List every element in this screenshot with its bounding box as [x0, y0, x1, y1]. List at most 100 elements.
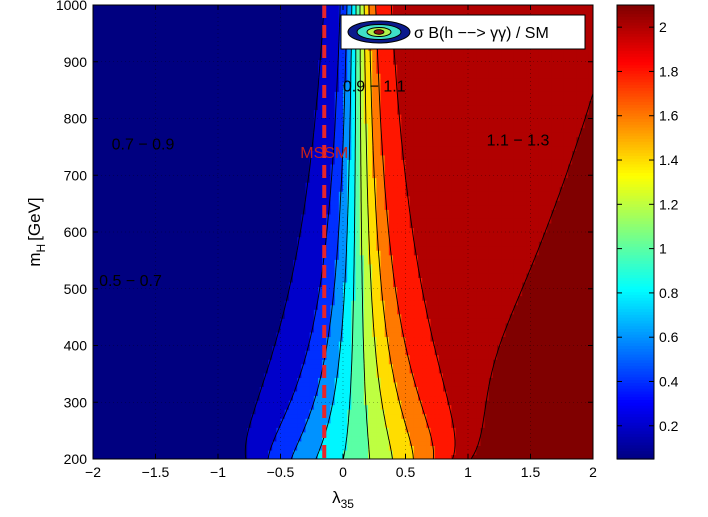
contour-cell [459, 404, 465, 410]
contour-cell [151, 336, 157, 342]
contour-cell [126, 304, 132, 310]
contour-cell [526, 363, 532, 369]
contour-cell [180, 418, 186, 424]
contour-cell [226, 445, 232, 451]
contour-cell [547, 340, 552, 347]
contour-cell [388, 390, 394, 397]
contour-cell [534, 377, 540, 383]
contour-cell [359, 413, 365, 419]
contour-cell [338, 313, 344, 319]
contour-cell [176, 277, 182, 283]
contour-cell [234, 336, 240, 342]
contour-cell [380, 354, 386, 360]
contour-cell [205, 395, 211, 401]
contour-cell [380, 440, 386, 446]
contour-cell [188, 345, 194, 351]
contour-cell [497, 368, 502, 374]
contour-cell [305, 272, 311, 278]
contour-cell [259, 295, 265, 301]
contour-cell [397, 281, 402, 288]
contour-cell [338, 409, 344, 415]
contour-cell [426, 431, 432, 437]
contour-cell [97, 445, 102, 451]
contour-cell [318, 413, 323, 419]
contour-cell [413, 413, 419, 419]
contour-cell [251, 318, 257, 324]
contour-cell [201, 295, 207, 301]
contour-cell [455, 449, 461, 456]
contour-cell [326, 363, 332, 369]
contour-cell [168, 359, 173, 365]
contour-cell [555, 386, 561, 392]
contour-cell [555, 399, 561, 406]
contour-cell [534, 395, 540, 401]
contour-cell [413, 277, 419, 283]
contour-cell [272, 304, 277, 310]
contour-cell [380, 336, 386, 342]
contour-cell [218, 300, 223, 306]
contour-cell [372, 413, 377, 419]
contour-cell [451, 295, 457, 301]
contour-cell [347, 368, 352, 374]
contour-cell [447, 345, 452, 351]
contour-cell [372, 427, 377, 433]
contour-cell [426, 309, 432, 315]
contour-cell [393, 327, 398, 333]
contour-cell [138, 449, 144, 456]
contour-cell [538, 445, 544, 451]
contour-cell [118, 363, 123, 369]
contour-cell [376, 431, 382, 437]
contour-cell [205, 449, 211, 456]
contour-cell [197, 404, 202, 410]
contour-cell [434, 427, 440, 433]
contour-cell [163, 399, 169, 406]
contour-cell [209, 345, 215, 351]
contour-cell [468, 295, 473, 301]
contour-cell [255, 291, 261, 297]
contour-cell [209, 268, 215, 274]
contour-cell [305, 427, 311, 433]
contour-cell [543, 390, 548, 397]
contour-cell [209, 431, 215, 437]
contour-cell [226, 427, 232, 433]
contour-cell [184, 390, 190, 397]
contour-cell [109, 295, 115, 301]
contour-cell [451, 277, 457, 283]
contour-cell [118, 386, 123, 392]
contour-cell [463, 399, 469, 406]
contour-cell [538, 399, 544, 406]
contour-cell [488, 313, 494, 319]
contour-cell [280, 440, 286, 446]
contour-cell [376, 295, 382, 301]
contour-cell [384, 381, 390, 387]
contour-cell [538, 295, 544, 301]
contour-cell [313, 354, 319, 360]
contour-cell [309, 272, 315, 278]
contour-cell [538, 336, 544, 342]
contour-cell [563, 331, 569, 338]
contour-cell [272, 449, 277, 456]
contour-cell [355, 327, 361, 333]
contour-cell [359, 422, 365, 428]
contour-cell [209, 295, 215, 301]
contour-cell [534, 345, 540, 351]
contour-cell [409, 390, 415, 397]
contour-cell [472, 304, 477, 310]
contour-cell [247, 300, 252, 306]
contour-cell [572, 395, 577, 401]
contour-cell [443, 286, 448, 292]
contour-cell [468, 331, 473, 338]
contour-cell [205, 390, 211, 397]
contour-cell [288, 399, 294, 406]
contour-cell [568, 272, 573, 278]
contour-cell [572, 386, 577, 392]
contour-cell [238, 322, 244, 328]
contour-cell [201, 454, 207, 459]
contour-cell [180, 327, 186, 333]
contour-cell [322, 436, 327, 442]
contour-cell [134, 300, 140, 306]
contour-cell [213, 313, 219, 319]
contour-cell [343, 359, 348, 365]
contour-cell [284, 404, 290, 410]
contour-cell [226, 422, 232, 428]
